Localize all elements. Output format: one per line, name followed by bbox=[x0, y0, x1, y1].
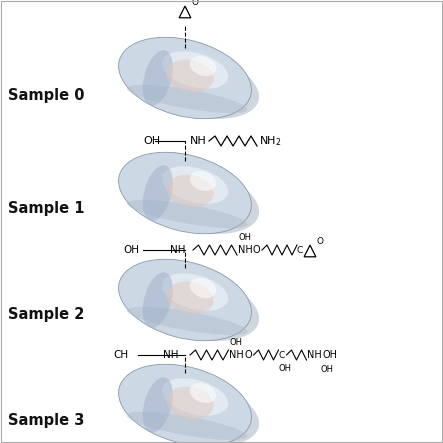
Text: OH: OH bbox=[279, 364, 291, 373]
Ellipse shape bbox=[143, 377, 173, 433]
Ellipse shape bbox=[119, 364, 252, 443]
Text: OH: OH bbox=[239, 233, 252, 242]
Text: NH: NH bbox=[190, 136, 207, 146]
Ellipse shape bbox=[162, 378, 228, 416]
Text: Sample 0: Sample 0 bbox=[8, 88, 85, 102]
Text: NH: NH bbox=[170, 245, 186, 255]
Text: OH: OH bbox=[320, 365, 334, 374]
Text: OH: OH bbox=[143, 136, 160, 146]
Text: O: O bbox=[245, 350, 252, 360]
Ellipse shape bbox=[127, 307, 247, 335]
Ellipse shape bbox=[190, 171, 216, 191]
Text: OH: OH bbox=[123, 245, 139, 255]
Ellipse shape bbox=[119, 152, 252, 234]
Ellipse shape bbox=[143, 272, 173, 328]
Ellipse shape bbox=[143, 50, 173, 106]
Text: O: O bbox=[316, 237, 323, 246]
Text: NH: NH bbox=[307, 350, 322, 360]
Ellipse shape bbox=[119, 45, 259, 119]
Ellipse shape bbox=[127, 85, 247, 113]
Text: C: C bbox=[297, 245, 303, 254]
Ellipse shape bbox=[119, 160, 259, 234]
Text: OH: OH bbox=[323, 350, 338, 360]
Ellipse shape bbox=[119, 372, 259, 443]
Ellipse shape bbox=[119, 37, 252, 119]
Text: NH: NH bbox=[238, 245, 253, 255]
Text: Sample 1: Sample 1 bbox=[8, 201, 85, 215]
Ellipse shape bbox=[167, 387, 214, 420]
Ellipse shape bbox=[167, 59, 214, 93]
Ellipse shape bbox=[143, 165, 173, 221]
Text: CH: CH bbox=[113, 350, 128, 360]
Ellipse shape bbox=[190, 56, 216, 76]
Ellipse shape bbox=[190, 383, 216, 403]
Ellipse shape bbox=[190, 278, 216, 298]
Ellipse shape bbox=[119, 267, 259, 341]
Ellipse shape bbox=[127, 200, 247, 228]
Ellipse shape bbox=[162, 166, 228, 204]
Text: O: O bbox=[191, 0, 198, 7]
Text: C: C bbox=[279, 350, 285, 360]
Text: NH: NH bbox=[163, 350, 179, 360]
Ellipse shape bbox=[119, 259, 252, 341]
Ellipse shape bbox=[162, 273, 228, 311]
Text: NH$_2$: NH$_2$ bbox=[259, 134, 282, 148]
Text: Sample 3: Sample 3 bbox=[8, 412, 84, 427]
Text: OH: OH bbox=[229, 338, 242, 347]
Ellipse shape bbox=[162, 51, 228, 89]
Ellipse shape bbox=[167, 282, 214, 315]
Ellipse shape bbox=[127, 412, 247, 440]
Text: O: O bbox=[253, 245, 260, 255]
Ellipse shape bbox=[167, 175, 214, 207]
Text: Sample 2: Sample 2 bbox=[8, 307, 84, 323]
Text: NH: NH bbox=[229, 350, 244, 360]
